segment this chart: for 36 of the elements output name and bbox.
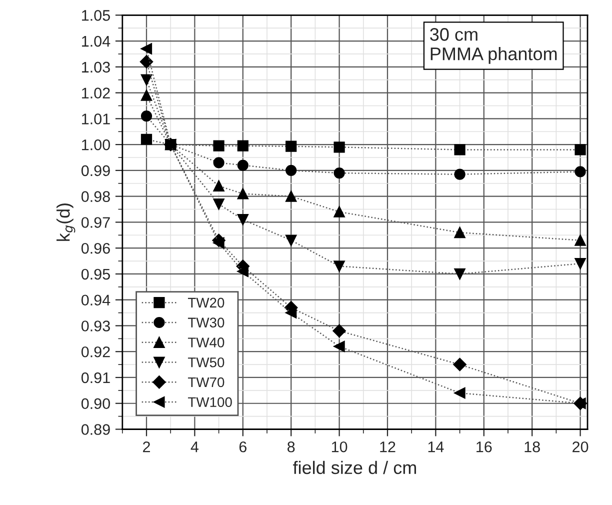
y-tick-label: 0.94 <box>81 294 110 306</box>
y-tick-label: 0.89 <box>81 424 110 435</box>
y-tick-label: 0.98 <box>81 191 110 202</box>
y-tick-label: 0.93 <box>81 320 110 332</box>
y-tick-label: 0.95 <box>81 268 110 280</box>
y-axis-title: k$_{g}$(d) <box>56 203 76 241</box>
y-tick-label: 1.00 <box>82 139 110 150</box>
x-tick-label: 8 <box>288 441 295 452</box>
y-tick-label: 0.99 <box>81 165 110 176</box>
y-tick-label: 1.03 <box>82 62 110 73</box>
x-tick-label: 16 <box>476 441 492 452</box>
legend-label: TW40 <box>188 338 224 348</box>
y-tick-label: 1.02 <box>82 88 110 98</box>
legend-label: TW70 <box>188 377 224 388</box>
y-tick-label: 1.04 <box>82 36 110 47</box>
y-tick-label: 0.92 <box>81 346 110 358</box>
annotation: 30 cm PMMA phantom <box>430 28 557 64</box>
x-tick-label: 18 <box>524 441 540 452</box>
y-tick-label: 0.90 <box>81 398 110 410</box>
x-tick-label: 20 <box>572 441 588 452</box>
x-tick-label: 6 <box>239 441 246 452</box>
legend-label: TW20 <box>188 298 224 308</box>
x-tick-label: 10 <box>332 441 348 452</box>
x-tick-label: 2 <box>143 441 150 452</box>
legend-label: TW50 <box>188 357 224 368</box>
x-tick-label: 12 <box>380 441 396 452</box>
y-tick-label: 0.96 <box>81 242 110 254</box>
legend-label: TW100 <box>188 397 232 408</box>
legend-label: TW30 <box>188 318 224 328</box>
x-tick-label: 14 <box>428 442 444 452</box>
y-tick-label: 0.91 <box>81 372 110 384</box>
y-tick-label: 1.05 <box>82 10 110 21</box>
x-tick-label: 4 <box>190 442 198 452</box>
y-tick-label: 1.01 <box>82 114 110 124</box>
y-tick-label: 0.97 <box>81 217 110 228</box>
x-axis-title: field size d / cm <box>293 460 416 474</box>
